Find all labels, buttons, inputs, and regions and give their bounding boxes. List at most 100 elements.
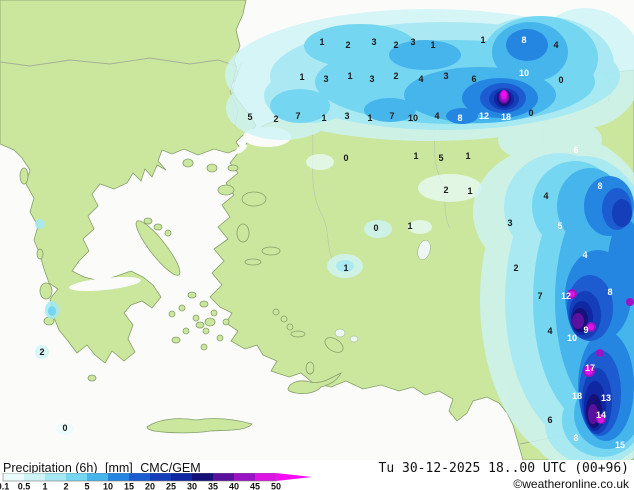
scale-segment bbox=[3, 473, 24, 481]
value-marker: 0 bbox=[62, 423, 67, 433]
value-marker: 15 bbox=[615, 440, 625, 450]
value-marker: 5 bbox=[557, 221, 562, 231]
island-kalymnos bbox=[286, 323, 294, 331]
scale-label: 35 bbox=[208, 482, 218, 490]
value-marker: 5 bbox=[247, 112, 252, 122]
island-cyclades bbox=[192, 314, 200, 322]
value-marker: 0 bbox=[343, 153, 348, 163]
value-marker: 4 bbox=[434, 111, 439, 121]
value-marker: 2 bbox=[393, 40, 398, 50]
border-bulgaria bbox=[0, 57, 238, 67]
scale-segment bbox=[66, 473, 87, 481]
value-marker: 1 bbox=[321, 113, 326, 123]
island-sporades bbox=[143, 217, 153, 225]
value-marker: 10 bbox=[567, 333, 577, 343]
island-kos bbox=[290, 330, 306, 338]
island-cyclades bbox=[199, 300, 209, 308]
scale-label: 5 bbox=[84, 482, 89, 490]
value-marker: 8 bbox=[521, 35, 526, 45]
value-marker: 1 bbox=[467, 186, 472, 196]
lake-tuz bbox=[417, 240, 431, 260]
scale-label: 1 bbox=[42, 482, 47, 490]
value-marker: 2 bbox=[393, 71, 398, 81]
value-marker: 3 bbox=[369, 74, 374, 84]
island-leros bbox=[280, 315, 288, 323]
value-marker: 1 bbox=[407, 221, 412, 231]
island-cyclades bbox=[178, 304, 186, 312]
scale-label: 45 bbox=[250, 482, 260, 490]
island-milos bbox=[171, 336, 181, 344]
island-naxos bbox=[204, 317, 216, 327]
value-marker: 0 bbox=[558, 75, 563, 85]
scale-segment bbox=[255, 473, 276, 481]
landmass-balkans-greece bbox=[0, 0, 257, 364]
value-marker: 3 bbox=[371, 37, 376, 47]
value-marker: 14 bbox=[596, 410, 606, 420]
scale-outline bbox=[2, 473, 277, 482]
value-marker: 2 bbox=[513, 263, 518, 273]
island-limnos bbox=[217, 184, 235, 196]
island-lesbos bbox=[241, 191, 267, 207]
scale-label: 10 bbox=[103, 482, 113, 490]
value-marker: 4 bbox=[543, 191, 548, 201]
island-imbros bbox=[227, 164, 239, 172]
islands bbox=[19, 158, 344, 434]
parameter-label: Precipitation (6h) bbox=[3, 461, 98, 475]
legend-title: Precipitation (6h) [mm] CMC/GEM bbox=[3, 461, 205, 475]
island-cyclades bbox=[202, 327, 210, 335]
lake bbox=[334, 328, 346, 338]
value-marker: 1 bbox=[480, 35, 485, 45]
scale-label: 25 bbox=[166, 482, 176, 490]
value-marker: 3 bbox=[410, 37, 415, 47]
value-marker: 8 bbox=[607, 287, 612, 297]
value-marker: 7 bbox=[295, 111, 300, 121]
value-marker: 8 bbox=[573, 433, 578, 443]
value-marker: 3 bbox=[507, 218, 512, 228]
value-marker: 13 bbox=[601, 393, 611, 403]
island-santorini bbox=[200, 343, 208, 351]
model-label: CMC/GEM bbox=[140, 461, 201, 475]
value-marker: 2 bbox=[39, 347, 44, 357]
scale-segment bbox=[129, 473, 150, 481]
island-sporades bbox=[153, 223, 163, 231]
value-marker: 0 bbox=[373, 223, 378, 233]
island-cyprus bbox=[287, 372, 342, 395]
value-marker: 3 bbox=[344, 111, 349, 121]
value-marker: 7 bbox=[537, 291, 542, 301]
scale-segment bbox=[192, 473, 213, 481]
value-marker: 12 bbox=[479, 111, 489, 121]
island-corfu bbox=[19, 167, 29, 185]
scale-label: 15 bbox=[124, 482, 134, 490]
island-rhodes bbox=[324, 337, 344, 353]
island-kythira bbox=[87, 374, 97, 382]
island-cyclades bbox=[210, 309, 218, 317]
value-marker: 8 bbox=[457, 113, 462, 123]
copyright: ©weatheronline.co.uk bbox=[513, 477, 629, 490]
value-marker: 5 bbox=[438, 153, 443, 163]
scale-label: 30 bbox=[187, 482, 197, 490]
value-marker: 3 bbox=[443, 71, 448, 81]
value-marker: 4 bbox=[582, 250, 587, 260]
value-marker: 8 bbox=[597, 181, 602, 191]
lake bbox=[349, 335, 359, 343]
island-karpathos bbox=[305, 361, 315, 375]
value-marker: 4 bbox=[418, 74, 423, 84]
value-marker: 2 bbox=[443, 185, 448, 195]
valid-datetime: Tu 30-12-2025 18..00 UTC (00+96) bbox=[378, 461, 629, 476]
island-cyclades bbox=[182, 327, 190, 335]
value-marker: 4 bbox=[553, 40, 558, 50]
value-marker: 2 bbox=[345, 40, 350, 50]
precip-layer-0-1mm bbox=[56, 154, 482, 435]
precip-layer-50mm bbox=[502, 92, 592, 374]
island-sporades bbox=[164, 229, 172, 237]
scale-segment bbox=[108, 473, 129, 481]
island-lefkada bbox=[36, 248, 44, 260]
scale-label: 2 bbox=[63, 482, 68, 490]
unit-label: [mm] bbox=[104, 461, 133, 475]
value-marker: 12 bbox=[561, 291, 571, 301]
scale-segment bbox=[150, 473, 171, 481]
